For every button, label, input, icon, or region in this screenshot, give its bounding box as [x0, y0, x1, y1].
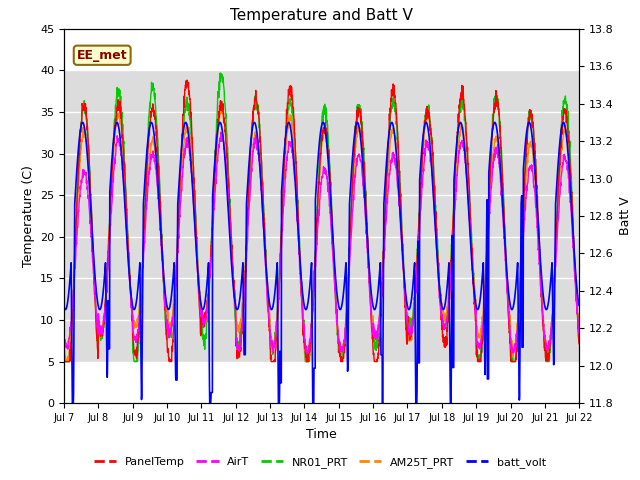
Title: Temperature and Batt V: Temperature and Batt V: [230, 9, 413, 24]
X-axis label: Time: Time: [306, 429, 337, 442]
Text: EE_met: EE_met: [77, 49, 127, 62]
Bar: [64, 71, 579, 361]
Y-axis label: Temperature (C): Temperature (C): [22, 165, 35, 267]
Legend: PanelTemp, AirT, NR01_PRT, AM25T_PRT, batt_volt: PanelTemp, AirT, NR01_PRT, AM25T_PRT, ba…: [90, 452, 550, 472]
Y-axis label: Batt V: Batt V: [620, 197, 632, 235]
